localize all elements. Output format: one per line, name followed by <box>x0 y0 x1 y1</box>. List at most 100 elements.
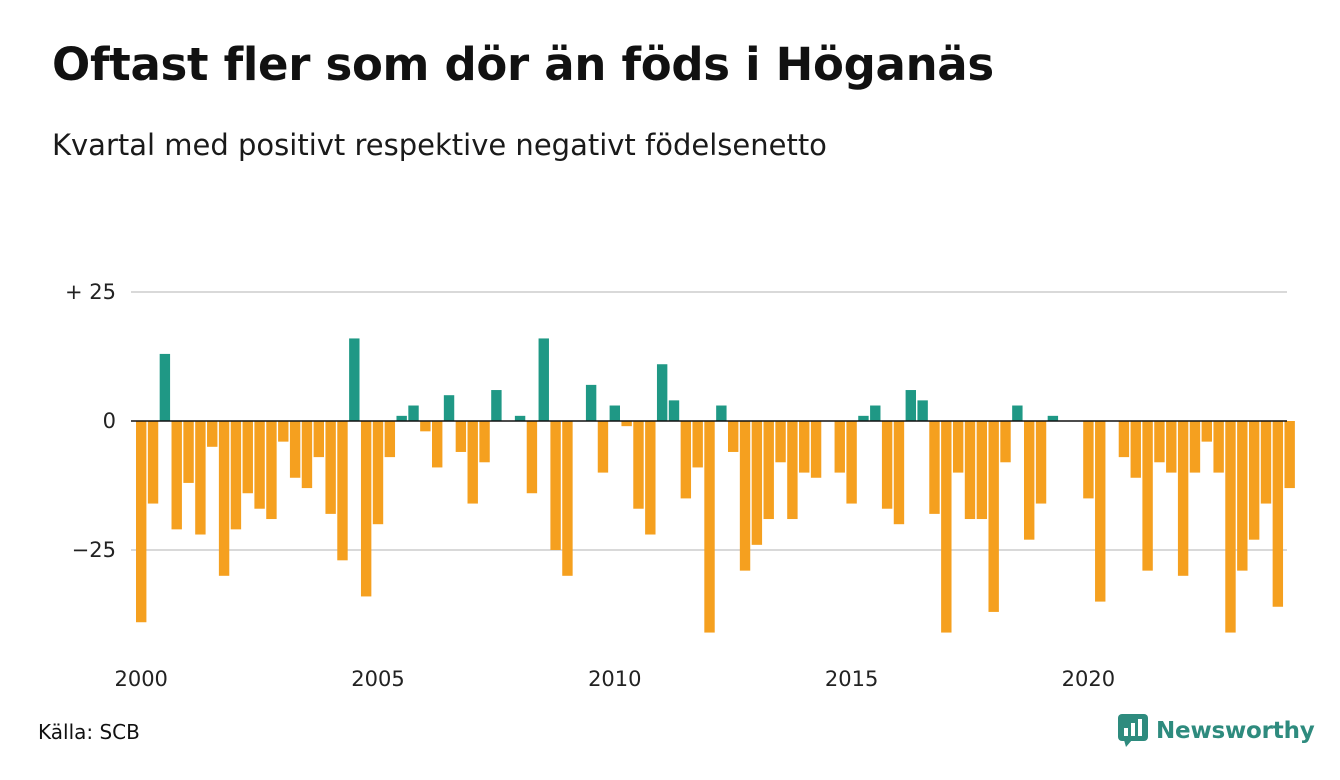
bar-2006-k2 <box>432 421 443 468</box>
bar-2016-k1 <box>893 421 905 525</box>
bar-2004-k3 <box>349 338 360 421</box>
chart-subtitle: Kvartal med positivt respektive negativt… <box>52 128 827 162</box>
bar-2014-k4 <box>834 421 845 473</box>
bar-2003-k1 <box>278 421 289 442</box>
bar-2015-k2 <box>858 415 869 421</box>
bar-2007-k2 <box>479 421 490 463</box>
bar-2013-k3 <box>775 421 786 463</box>
x-axis-ticks: 2000 2005 2010 2015 2020 <box>114 667 1115 691</box>
bar-2002-k1 <box>230 421 242 530</box>
bar-2023-k4 <box>1260 421 1272 504</box>
x-tick-label: 2015 <box>825 667 878 691</box>
y-tick-label: + 25 <box>65 280 116 304</box>
bar-2009-k4 <box>597 421 609 473</box>
bar-2021-k3 <box>1154 421 1165 463</box>
bar-2009-k3 <box>585 384 597 421</box>
brand: Newsworthy <box>1118 714 1315 748</box>
bar-2008-k2 <box>526 421 538 494</box>
bar-2018-k4 <box>1024 421 1035 540</box>
bar-2009-k1 <box>562 421 573 576</box>
bar-2008-k4 <box>550 421 561 550</box>
bar-2021-k2 <box>1142 421 1153 571</box>
bar-2000-k4 <box>171 421 182 530</box>
bar-2012-k3 <box>728 421 739 452</box>
x-tick-label: 2005 <box>351 667 404 691</box>
bar-2007-k1 <box>467 421 478 504</box>
y-tick-label: −25 <box>72 538 116 562</box>
bar-2010-k4 <box>645 421 656 535</box>
bar-2005-k3 <box>396 415 407 421</box>
bar-2023-k3 <box>1248 421 1260 540</box>
bar-2020-k4 <box>1118 421 1130 458</box>
bar-2015-k1 <box>846 421 857 504</box>
source-note: Källa: SCB <box>38 720 140 744</box>
bar-2013-k4 <box>787 421 798 520</box>
bar-2017-k1 <box>941 421 952 633</box>
bar-2004-k2 <box>337 421 348 561</box>
bar-2019-k2 <box>1047 415 1059 421</box>
bar-2021-k4 <box>1166 421 1177 473</box>
bar-2017-k2 <box>952 421 964 473</box>
bar-2006-k1 <box>420 421 431 432</box>
bar-2001-k4 <box>218 421 230 576</box>
bar-2001-k3 <box>207 421 218 447</box>
bar-2024-k1 <box>1272 421 1284 607</box>
y-tick-label: 0 <box>103 409 116 433</box>
bar-2011-k2 <box>668 400 680 421</box>
bar-2004-k4 <box>360 421 372 597</box>
bar-2020-k1 <box>1083 421 1094 499</box>
bar-2024-k2 <box>1284 421 1295 489</box>
bar-2002-k4 <box>266 421 277 520</box>
bars <box>136 338 1295 633</box>
bar-2011-k4 <box>692 421 703 468</box>
chart-title: Oftast fler som dör än föds i Höganäs <box>52 38 994 91</box>
bar-2004-k1 <box>325 421 336 514</box>
bar-2010-k2 <box>621 421 632 427</box>
bar-2011-k1 <box>656 364 668 421</box>
bar-2017-k4 <box>976 421 988 520</box>
bar-2005-k1 <box>372 421 384 525</box>
x-tick-label: 2010 <box>588 667 641 691</box>
bar-2021-k1 <box>1130 421 1141 478</box>
bar-2012-k4 <box>739 421 751 571</box>
bar-2008-k3 <box>538 338 549 421</box>
bar-2003-k4 <box>313 421 324 458</box>
bar-2022-k1 <box>1177 421 1189 576</box>
bar-2016-k2 <box>905 390 916 421</box>
bar-2015-k4 <box>881 421 893 509</box>
bar-2003-k2 <box>289 421 301 478</box>
bar-2013-k1 <box>751 421 763 545</box>
bar-2019-k1 <box>1035 421 1047 504</box>
bar-2010-k3 <box>633 421 644 509</box>
bar-2006-k3 <box>443 395 455 421</box>
bar-2001-k2 <box>195 421 206 535</box>
bar-2014-k1 <box>799 421 810 473</box>
bar-2012-k1 <box>704 421 715 633</box>
bar-2001-k1 <box>183 421 194 483</box>
bar-2000-k2 <box>147 421 159 504</box>
x-tick-label: 2020 <box>1062 667 1115 691</box>
y-axis-ticks: + 25 0 −25 <box>65 280 116 562</box>
bar-2020-k2 <box>1095 421 1106 602</box>
bar-2016-k3 <box>917 400 928 421</box>
bar-2017-k3 <box>964 421 976 520</box>
bar-2018-k3 <box>1012 405 1023 421</box>
bar-2005-k4 <box>408 405 419 421</box>
bar-2022-k4 <box>1213 421 1224 473</box>
bar-2012-k2 <box>716 405 727 421</box>
bar-2018-k1 <box>988 421 999 612</box>
bar-2003-k3 <box>301 421 313 489</box>
bar-2023-k2 <box>1237 421 1248 571</box>
newsworthy-logo-icon <box>1118 714 1148 747</box>
bar-2015-k3 <box>870 405 881 421</box>
bar-2007-k3 <box>491 390 502 421</box>
bar-2008-k1 <box>514 415 526 421</box>
bar-2023-k1 <box>1225 421 1236 633</box>
bar-2022-k2 <box>1189 421 1201 473</box>
bar-2022-k3 <box>1201 421 1212 442</box>
bar-2010-k1 <box>609 405 620 421</box>
bar-2006-k4 <box>455 421 467 452</box>
bar-2002-k2 <box>242 421 253 494</box>
bar-2000-k3 <box>159 353 171 421</box>
